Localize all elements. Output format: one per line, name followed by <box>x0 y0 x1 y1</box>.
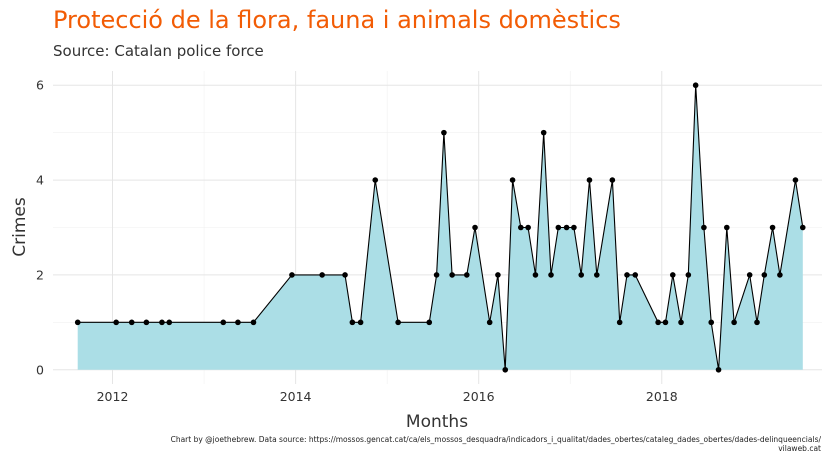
data-point <box>578 272 585 278</box>
data-point <box>624 272 630 278</box>
data-point <box>220 319 227 326</box>
data-points <box>74 82 806 373</box>
data-point <box>754 319 760 326</box>
data-point <box>632 272 639 278</box>
data-point <box>715 366 722 373</box>
data-point <box>250 319 257 326</box>
data-point <box>159 319 165 326</box>
data-point <box>746 272 753 278</box>
data-point <box>769 224 776 231</box>
data-point <box>525 224 531 231</box>
data-point <box>655 319 661 326</box>
data-point <box>555 224 562 231</box>
data-point <box>472 224 478 231</box>
y-tick-label: 6 <box>36 78 44 93</box>
data-point <box>518 224 524 231</box>
data-point <box>509 177 516 183</box>
data-point <box>128 319 135 326</box>
data-point <box>166 319 173 326</box>
x-tick-label: 2012 <box>97 389 129 404</box>
data-point <box>678 319 684 326</box>
x-tick-label: 2014 <box>280 389 312 404</box>
y-axis-title: Crimes <box>10 197 30 257</box>
data-point <box>349 319 356 326</box>
data-point <box>548 272 554 278</box>
axis-ticks: 0 2 4 6 2012 2014 2016 2018 <box>36 78 678 404</box>
data-point <box>540 129 547 136</box>
data-point <box>692 82 699 89</box>
chart-caption: Chart by @joethebrew. Data source: https… <box>171 435 821 453</box>
data-point <box>449 272 455 278</box>
data-point <box>502 366 509 373</box>
data-point <box>669 272 676 278</box>
chart-subtitle: Source: Catalan police force <box>53 42 264 60</box>
data-point <box>426 319 433 326</box>
data-point <box>586 177 593 183</box>
data-point <box>777 272 783 278</box>
data-point <box>433 272 440 278</box>
data-point <box>319 272 325 278</box>
area-fill <box>77 85 803 370</box>
data-point <box>235 319 241 326</box>
data-point <box>701 224 707 231</box>
data-point <box>616 319 623 326</box>
data-point <box>495 272 501 278</box>
data-point <box>486 319 493 326</box>
data-point <box>799 224 806 231</box>
x-axis-title: Months <box>406 412 468 432</box>
data-point <box>143 319 150 326</box>
x-tick-label: 2018 <box>646 389 678 404</box>
x-tick-label: 2016 <box>463 389 495 404</box>
data-point <box>463 272 470 278</box>
data-point <box>593 272 600 278</box>
data-point <box>571 224 577 231</box>
data-point <box>289 272 295 278</box>
data-point <box>74 319 81 326</box>
data-point <box>395 319 401 326</box>
data-point <box>609 177 616 183</box>
caption-site: vilaweb.cat <box>778 444 821 453</box>
caption-source: Chart by @joethebrew. Data source: https… <box>170 435 821 444</box>
data-point <box>731 319 737 326</box>
data-point <box>441 129 447 136</box>
data-point <box>532 272 539 278</box>
data-point <box>342 272 348 278</box>
data-point <box>723 224 730 231</box>
data-point <box>685 272 692 278</box>
y-tick-label: 0 <box>36 362 44 377</box>
data-point <box>792 177 799 183</box>
data-point <box>761 272 768 278</box>
data-point <box>708 319 715 326</box>
data-point <box>357 319 364 326</box>
chart-title: Protecció de la flora, fauna i animals d… <box>53 6 621 34</box>
y-tick-label: 4 <box>36 173 44 188</box>
data-point <box>662 319 669 326</box>
data-point <box>563 224 570 231</box>
data-point <box>372 177 379 183</box>
data-point <box>113 319 119 326</box>
y-tick-label: 2 <box>36 267 44 282</box>
